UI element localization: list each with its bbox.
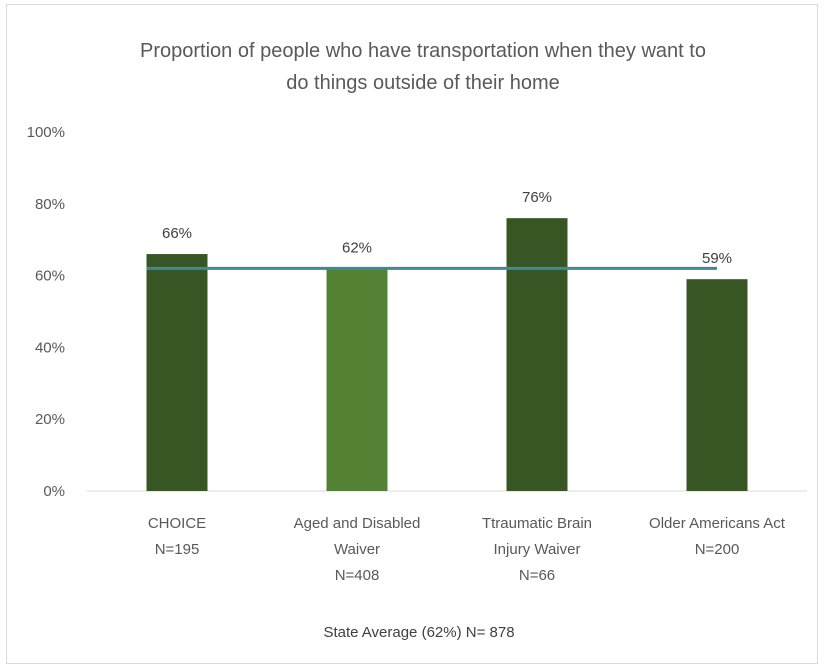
bar (146, 254, 208, 491)
category-label: Injury Waiver (494, 541, 581, 558)
category-labels: CHOICE N=195 Aged and Disabled Waiver N=408 T… (148, 515, 786, 584)
data-label: 66% (162, 225, 192, 242)
data-label: 76% (522, 189, 552, 206)
bar (326, 268, 388, 491)
category-label: N=408 (335, 567, 380, 584)
category-label: N=66 (519, 567, 555, 584)
data-label: 59% (702, 250, 732, 267)
bars (146, 218, 748, 491)
y-tick-label: 0% (43, 483, 65, 500)
state-average-legend: State Average (62%) N= 878 (323, 624, 514, 641)
bar (506, 218, 568, 491)
category-label: Waiver (334, 541, 380, 558)
y-tick-label: 60% (35, 268, 65, 285)
y-tick-label: 40% (35, 339, 65, 356)
data-label: 62% (342, 239, 372, 256)
bar-chart: Proportion of people who have transporta… (27, 40, 807, 641)
category-label: Ttraumatic Brain (482, 515, 592, 532)
y-tick-label: 20% (35, 411, 65, 428)
chart-frame: Proportion of people who have transporta… (6, 4, 818, 664)
data-labels: 66% 62% 76% 59% (162, 189, 732, 267)
category-label: Older Americans Act (649, 515, 786, 532)
category-label: N=195 (155, 541, 200, 558)
chart-title-line-2: do things outside of their home (286, 72, 560, 94)
y-tick-label: 100% (27, 124, 65, 141)
category-label: CHOICE (148, 515, 206, 532)
chart-title-line-1: Proportion of people who have transporta… (140, 40, 706, 62)
y-tick-label: 80% (35, 196, 65, 213)
category-label: Aged and Disabled (294, 515, 421, 532)
bar (686, 279, 748, 491)
category-label: N=200 (695, 541, 740, 558)
